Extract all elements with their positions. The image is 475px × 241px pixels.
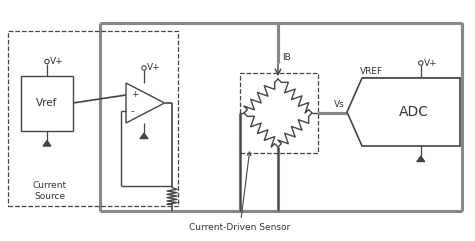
Text: Current-Driven Sensor: Current-Driven Sensor — [190, 152, 291, 232]
Text: V+: V+ — [50, 57, 64, 66]
Text: IB: IB — [282, 54, 291, 62]
Text: -: - — [131, 106, 134, 116]
Bar — [8, 31, 178, 206]
Text: Current
Source: Current Source — [33, 181, 67, 201]
Polygon shape — [417, 156, 425, 162]
Text: ADC: ADC — [399, 105, 429, 119]
Polygon shape — [347, 78, 460, 146]
Bar — [21, 75, 73, 130]
Bar — [240, 73, 318, 153]
Text: VREF: VREF — [360, 67, 383, 76]
Text: +: + — [131, 90, 139, 99]
Text: Vref: Vref — [36, 98, 57, 108]
Text: V+: V+ — [147, 63, 161, 73]
Polygon shape — [43, 141, 51, 146]
Text: Vs: Vs — [334, 100, 345, 109]
Polygon shape — [140, 133, 148, 139]
Text: V+: V+ — [424, 59, 437, 67]
